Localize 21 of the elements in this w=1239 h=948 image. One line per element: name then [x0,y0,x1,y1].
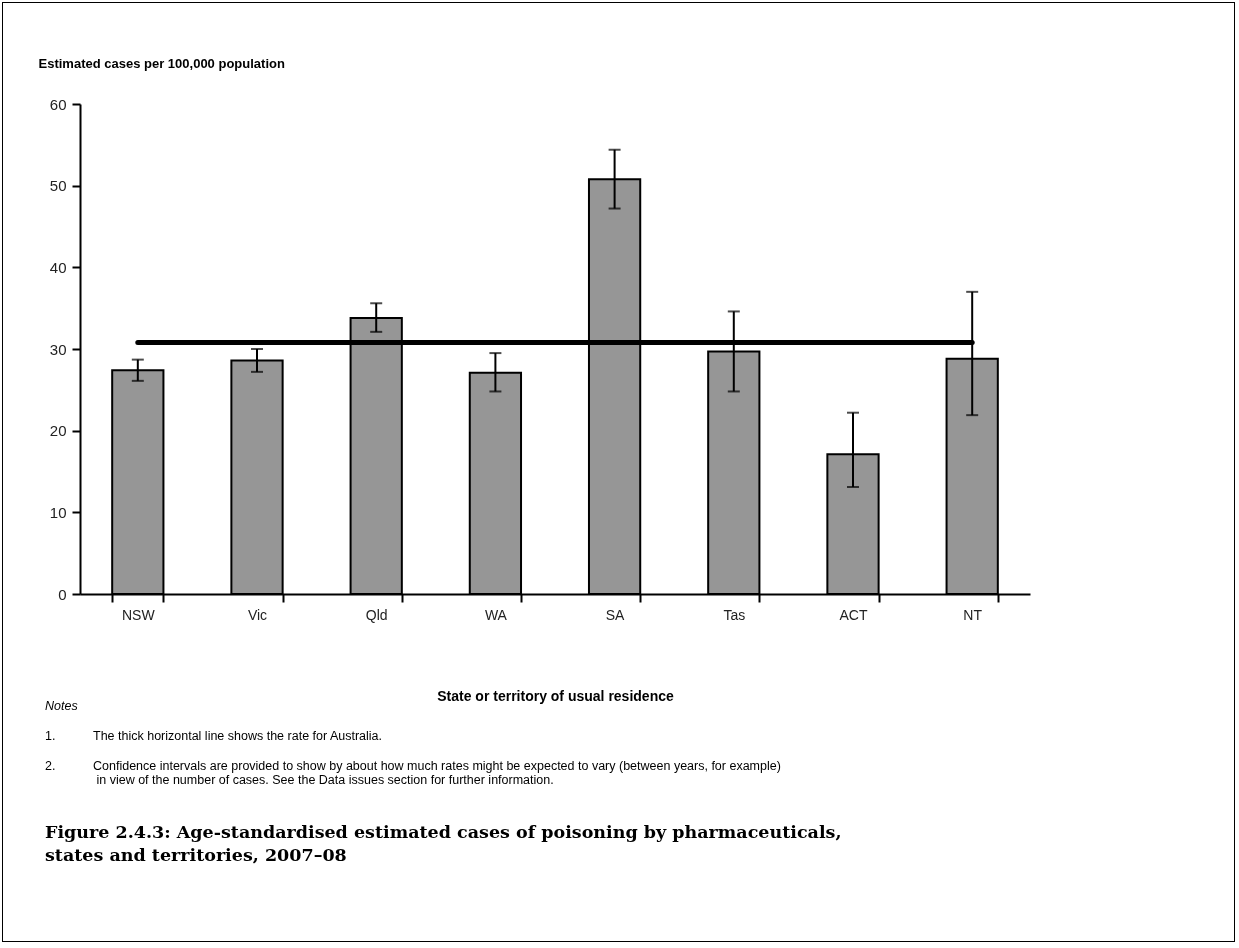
y-tick-label: 0 [58,585,67,603]
text: 1. The thick horizontal line shows the rate for Australia. [45,729,383,743]
y-tick-label: 40 [49,258,67,276]
y-tick-label: 10 [49,503,67,521]
y-tick-label: 60 [49,95,67,113]
x-axis-title: State or territory of usual residence [437,687,674,704]
text: 2. Confidence intervals are provided to show by about how much rates might be expected to vary (between years, for example) in view of the number of cases. See the Data issues section for further information. [45,759,781,787]
x-tick-label: NT [963,606,983,623]
x-tick-label: ACT [839,606,868,623]
x-tick-label: Tas [723,606,746,623]
x-tick-label: Qld [365,606,388,623]
x-tick-label: Vic [247,606,268,623]
x-tick-label: WA [484,606,508,623]
x-tick-label: NSW [121,606,156,623]
y-tick-label: 50 [49,177,67,195]
x-tick-label: SA [605,606,626,623]
y-tick-label: 30 [49,340,67,358]
y-tick-label: 20 [49,422,67,440]
text: Notes [45,699,78,713]
text: Figure 2.4.3: Age-standardised estimated cases of poisoning by pharmaceuticals, states and territories, 2007–08 [45,821,843,867]
y-axis-title: Estimated cases per 100,000 population [38,55,285,71]
